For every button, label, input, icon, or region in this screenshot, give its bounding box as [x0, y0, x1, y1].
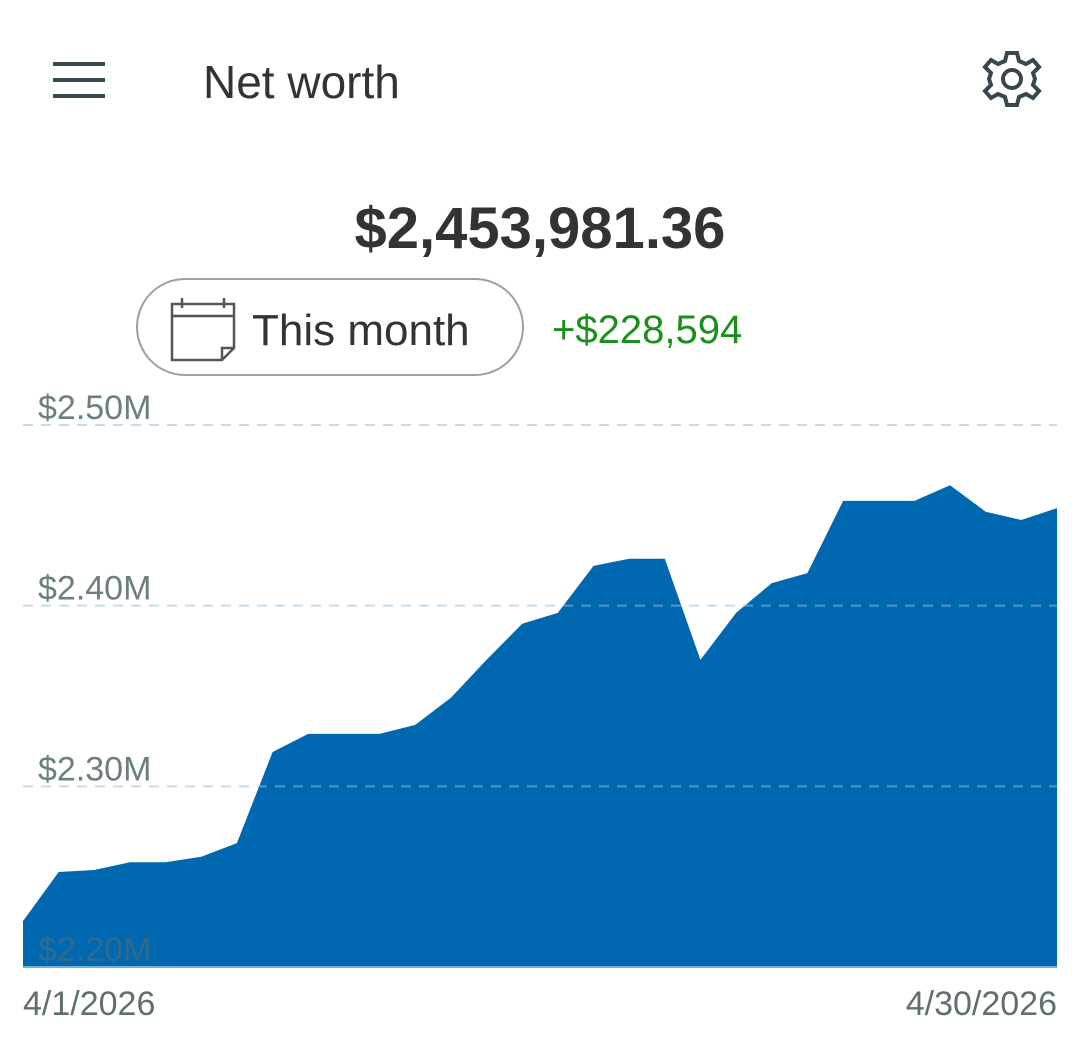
menu-button[interactable]: [53, 62, 105, 98]
y-tick-label: $2.30M: [38, 750, 151, 788]
x-tick-label: 4/1/2026: [23, 985, 155, 1023]
y-tick-label: $2.40M: [38, 570, 151, 608]
y-tick-label: $2.50M: [38, 389, 151, 427]
gear: [982, 51, 1042, 107]
y-tick-label: $2.20M: [38, 931, 151, 969]
net-worth-total: $2,453,981.36: [354, 196, 726, 261]
page-title: Net worth: [203, 56, 400, 108]
period-change: +$228,594: [552, 308, 743, 352]
period-selector[interactable]: [136, 278, 524, 376]
area: [23, 485, 1057, 967]
gear-hole: [1001, 68, 1023, 90]
period-label: This month: [252, 306, 470, 355]
settings-button[interactable]: [982, 51, 1042, 107]
x-tick-label: 4/30/2026: [906, 985, 1057, 1023]
